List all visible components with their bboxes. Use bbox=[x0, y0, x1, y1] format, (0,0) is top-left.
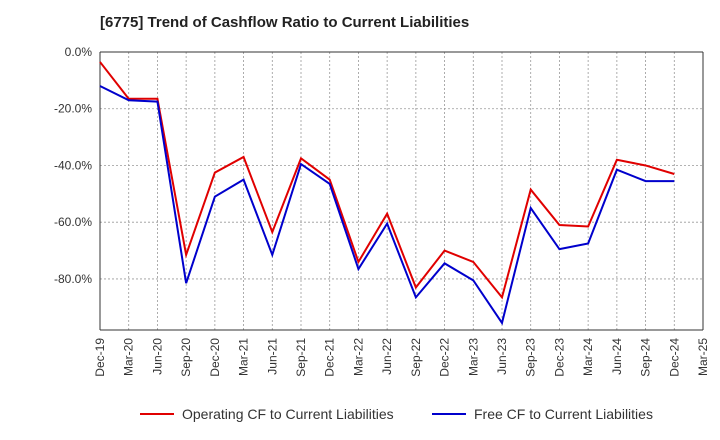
x-tick-label: Jun-22 bbox=[380, 338, 394, 375]
x-tick-label: Sep-20 bbox=[179, 338, 193, 377]
legend-label-free-cf: Free CF to Current Liabilities bbox=[474, 406, 653, 422]
x-tick-label: Jun-21 bbox=[265, 338, 279, 375]
y-tick-label: -40.0% bbox=[54, 158, 92, 172]
x-tick-label: Jun-24 bbox=[610, 338, 624, 375]
y-tick-label: -20.0% bbox=[54, 102, 92, 116]
x-tick-label: Sep-22 bbox=[409, 338, 423, 377]
legend-swatch-free-cf bbox=[432, 413, 466, 415]
series-line-free-cf bbox=[99, 85, 675, 326]
series-line-operating-cf bbox=[99, 61, 675, 300]
legend-swatch-operating-cf bbox=[140, 413, 174, 415]
x-tick-label: Jun-23 bbox=[495, 338, 509, 375]
x-tick-label: Dec-19 bbox=[93, 338, 107, 377]
legend-item-operating-cf: Operating CF to Current Liabilities bbox=[140, 406, 394, 422]
y-tick-label: -60.0% bbox=[54, 215, 92, 229]
x-tick-label: Sep-24 bbox=[639, 338, 653, 377]
x-tick-label: Dec-22 bbox=[438, 338, 452, 377]
x-tick-label: Dec-24 bbox=[667, 338, 681, 377]
x-tick-label: Sep-21 bbox=[294, 338, 308, 377]
x-tick-label: Mar-20 bbox=[122, 338, 136, 376]
x-tick-label: Mar-21 bbox=[237, 338, 251, 376]
x-tick-label: Dec-21 bbox=[323, 338, 337, 377]
legend-label-operating-cf: Operating CF to Current Liabilities bbox=[182, 406, 394, 422]
y-tick-label: 0.0% bbox=[65, 45, 93, 59]
chart-title: [6775] Trend of Cashflow Ratio to Curren… bbox=[100, 14, 470, 31]
chart-legend: Operating CF to Current Liabilities Free… bbox=[0, 400, 720, 430]
legend-item-free-cf: Free CF to Current Liabilities bbox=[432, 406, 653, 422]
x-tick-label: Mar-22 bbox=[351, 338, 365, 376]
x-tick-label: Mar-23 bbox=[466, 338, 480, 376]
x-tick-label: Jun-20 bbox=[150, 338, 164, 375]
x-tick-label: Dec-23 bbox=[552, 338, 566, 377]
x-tick-label: Dec-20 bbox=[208, 338, 222, 377]
x-tick-label: Mar-24 bbox=[581, 338, 595, 376]
chart-plot: 0.0% -20.0% -40.0% -60.0% -80.0% Dec-19 Mar-20… bbox=[54, 45, 710, 377]
x-tick-label: Sep-23 bbox=[524, 338, 538, 377]
y-tick-label: -80.0% bbox=[54, 272, 92, 286]
x-tick-label: Mar-25 bbox=[696, 338, 710, 376]
